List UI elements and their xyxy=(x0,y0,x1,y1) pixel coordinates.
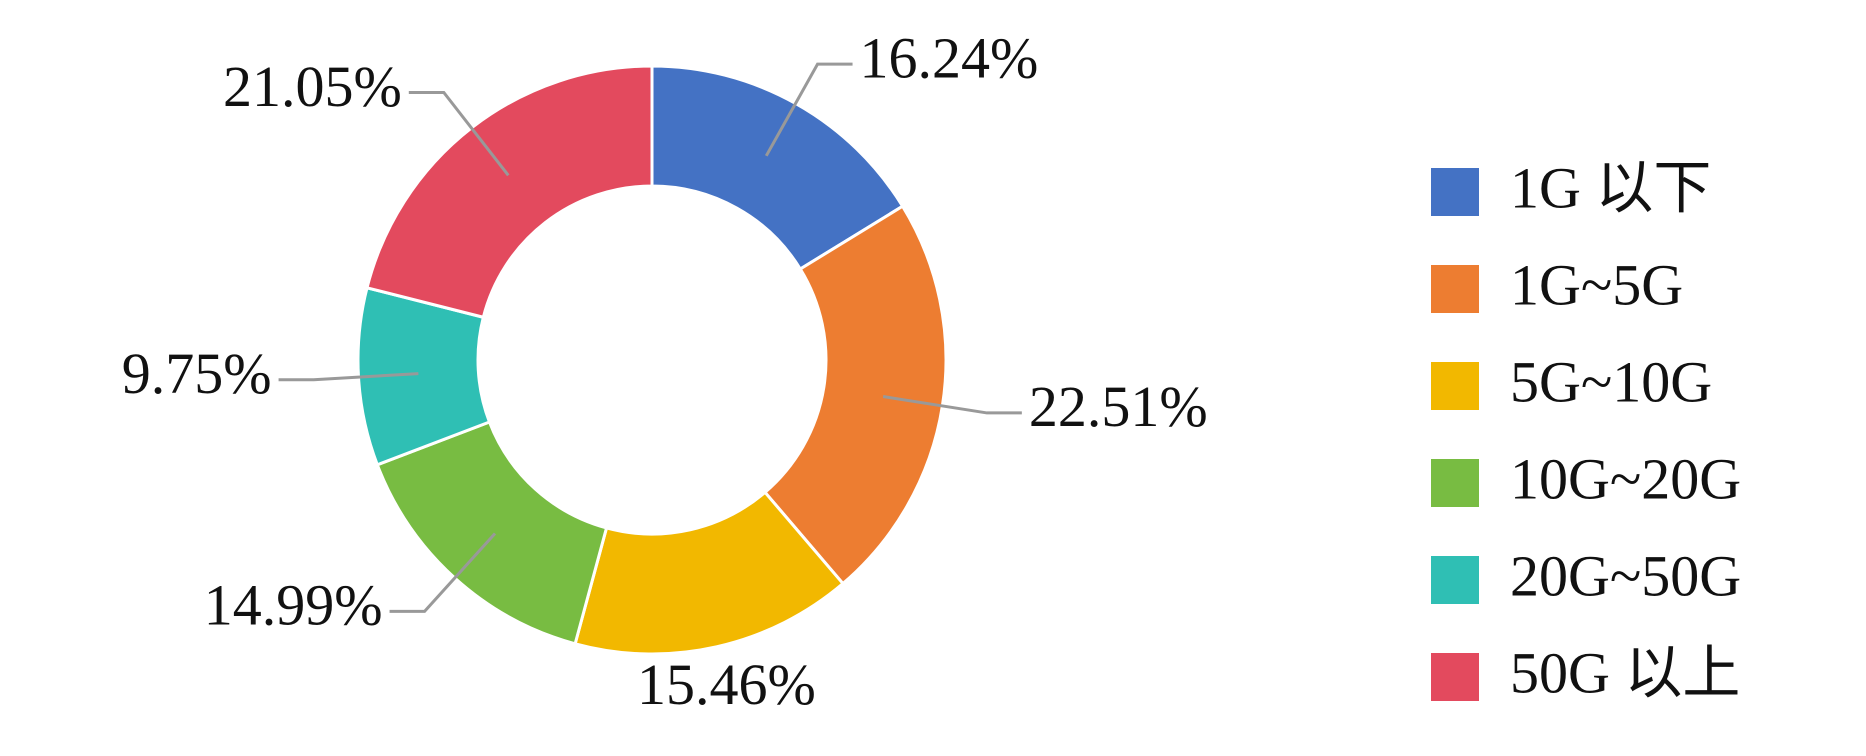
value-label: 15.46% xyxy=(637,652,816,717)
legend-swatch xyxy=(1431,362,1479,410)
legend-label: 50G 以上 xyxy=(1510,640,1740,705)
value-label: 22.51% xyxy=(1029,374,1208,439)
legend-swatch xyxy=(1431,556,1479,604)
legend-label: 1G~5G xyxy=(1510,252,1683,317)
leader-line xyxy=(389,532,497,613)
legend-label: 1G 以下 xyxy=(1510,155,1711,220)
legend-label: 20G~50G xyxy=(1510,543,1741,608)
leader-line xyxy=(408,90,510,177)
value-label: 14.99% xyxy=(204,573,383,638)
legend-swatch xyxy=(1431,459,1479,507)
value-label: 9.75% xyxy=(122,341,272,406)
leader-line xyxy=(764,62,853,157)
legend-swatch xyxy=(1431,653,1479,701)
slice xyxy=(365,64,654,320)
value-label: 21.05% xyxy=(223,54,402,119)
slice xyxy=(375,420,609,646)
legend-swatch xyxy=(1431,265,1479,313)
leader-line xyxy=(882,395,1022,415)
slice xyxy=(762,204,948,586)
legend-label: 10G~20G xyxy=(1510,446,1741,511)
value-label: 16.24% xyxy=(860,25,1039,90)
legend-swatch xyxy=(1431,168,1479,216)
legend-label: 5G~10G xyxy=(1510,349,1712,414)
leader-line xyxy=(278,372,419,382)
